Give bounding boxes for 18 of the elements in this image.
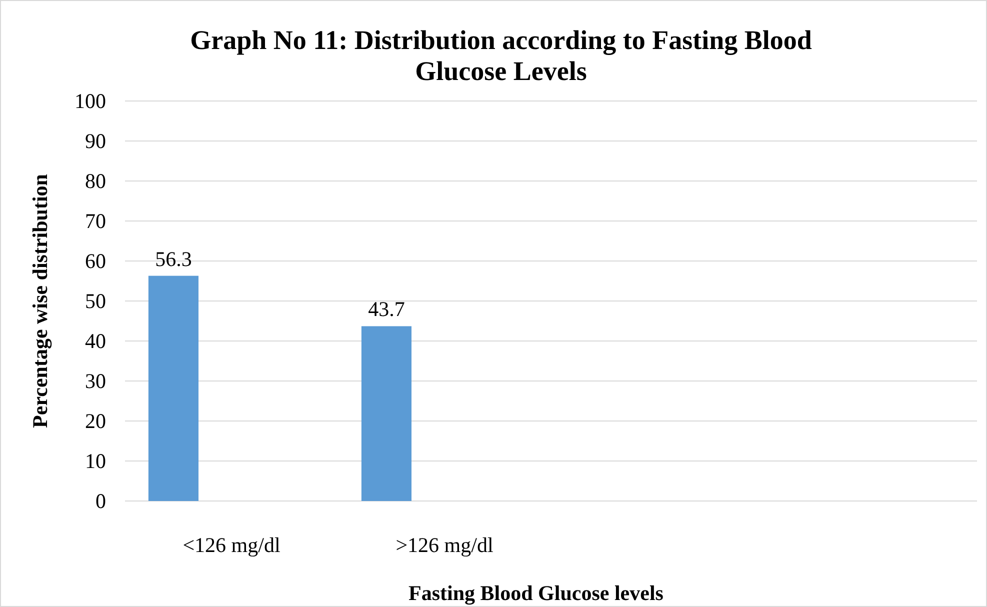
y-tick-label: 40 <box>85 329 106 353</box>
data-label: 56.3 <box>155 246 192 271</box>
y-tick-label: 90 <box>85 129 106 153</box>
y-tick-label: 100 <box>74 89 106 113</box>
y-tick-label: 80 <box>85 169 106 193</box>
y-tick-label: 0 <box>96 489 106 513</box>
y-axis-title: Percentage wise distribution <box>28 174 52 428</box>
y-tick-label: 30 <box>85 369 106 393</box>
y-tick-label: 50 <box>85 289 106 313</box>
chart-title: Graph No 11: Distribution according to Fasting Blood Glucose Levels <box>190 25 812 86</box>
y-tick-label: 20 <box>85 409 106 433</box>
x-tick-label: >126 mg/dl <box>396 533 494 557</box>
x-tick-label: <126 mg/dl <box>182 533 280 557</box>
y-tick-label: 60 <box>85 249 106 273</box>
data-label: 43.7 <box>368 297 405 322</box>
y-tick-label: 70 <box>85 209 106 233</box>
y-tick-label: 10 <box>85 449 106 473</box>
x-axis-title: Fasting Blood Glucose levels <box>408 581 664 605</box>
